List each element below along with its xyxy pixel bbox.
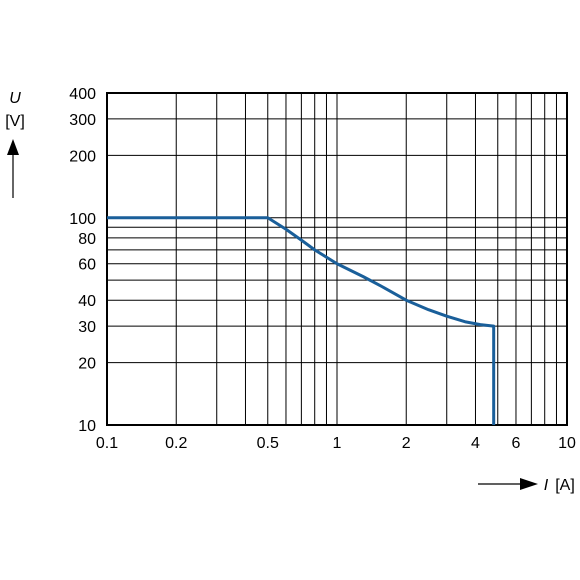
x-tick-label: 2	[402, 435, 411, 452]
y-tick-label: 100	[69, 211, 96, 228]
series-line	[107, 216, 496, 425]
x-axis-symbol: I	[544, 477, 549, 494]
y-tick-label: 80	[78, 231, 96, 248]
x-tick-label: 6	[512, 435, 521, 452]
y-tick-label: 20	[78, 356, 96, 373]
y-tick-label: 200	[69, 148, 96, 165]
grid-layer	[106, 92, 568, 426]
y-tick-label: 10	[78, 418, 96, 435]
y-axis-unit: [V]	[5, 113, 25, 130]
x-tick-label: 4	[471, 435, 480, 452]
y-tick-label: 400	[69, 86, 96, 103]
frame-layer	[106, 92, 568, 426]
plot-frame	[106, 92, 568, 426]
y-tick-label: 300	[69, 112, 96, 129]
y-tick-label: 60	[78, 257, 96, 274]
x-axis-label: I [A]	[478, 477, 575, 494]
y-axis-label: U [V]	[5, 90, 25, 198]
up-arrow-icon	[7, 139, 19, 198]
y-tick-label: 40	[78, 293, 96, 310]
x-tick-label: 0.1	[96, 435, 118, 452]
right-arrow-icon	[478, 478, 538, 490]
tick-layer: 0.1 0.2 0.5 1 2 4 6 10 10 20 30 40 60 80 100 200 300 400	[69, 86, 576, 452]
x-tick-label: 10	[558, 435, 576, 452]
y-axis-symbol: U	[9, 90, 21, 107]
x-axis-unit: [A]	[555, 477, 575, 494]
x-tick-label: 1	[333, 435, 342, 452]
x-tick-label: 0.5	[257, 435, 279, 452]
x-tick-label: 0.2	[165, 435, 187, 452]
y-tick-label: 30	[78, 319, 96, 336]
series-layer	[107, 216, 496, 425]
